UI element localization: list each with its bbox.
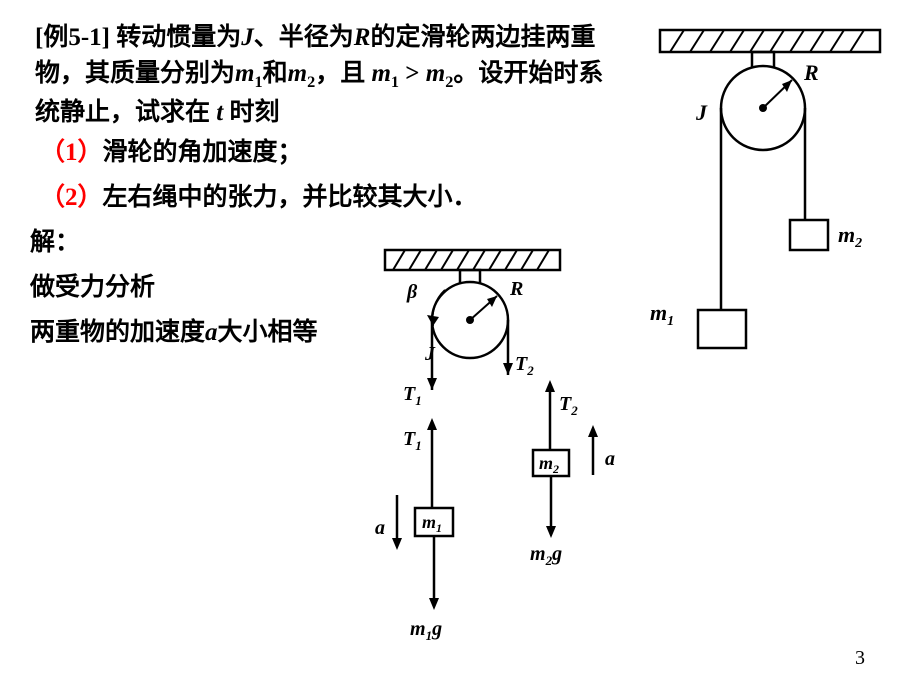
- q2-num: 2: [65, 184, 78, 211]
- var-m1b-sub: 1: [391, 73, 399, 91]
- svg-text:J: J: [695, 100, 708, 125]
- t-gt: >: [399, 60, 426, 87]
- page-number-text: 3: [855, 647, 865, 669]
- solution-line2: 两重物的加速度a大小相等: [30, 315, 340, 351]
- sol-a: a: [205, 319, 218, 346]
- question-1: （1）滑轮的角加速度；: [40, 135, 303, 171]
- svg-text:T1: T1: [403, 428, 422, 453]
- var-m2: m: [288, 60, 307, 87]
- svg-text:m2: m2: [838, 222, 862, 251]
- var-J: J: [241, 24, 254, 51]
- svg-text:T1: T1: [403, 383, 422, 408]
- svg-text:β: β: [406, 281, 418, 303]
- t-cond: ，且: [315, 60, 371, 87]
- q2-close: ）: [78, 184, 103, 211]
- svg-text:R: R: [803, 60, 819, 85]
- svg-text:a: a: [605, 448, 615, 470]
- q1-num: 1: [65, 139, 78, 166]
- q1-text: 滑轮的角加速度；: [103, 139, 303, 166]
- svg-text:T2: T2: [515, 353, 534, 378]
- svg-text:R: R: [509, 278, 523, 300]
- svg-text:J: J: [424, 343, 436, 365]
- sol-l1: 做受力分析: [30, 274, 155, 301]
- sol-label-text: 解：: [30, 229, 80, 256]
- question-2: （2）左右绳中的张力，并比较其大小．: [40, 180, 478, 216]
- page-number: 3: [855, 647, 865, 670]
- solution-line1: 做受力分析: [30, 270, 155, 306]
- var-R: R: [354, 24, 371, 51]
- svg-text:T2: T2: [559, 393, 578, 418]
- var-m2-sub: 2: [307, 73, 315, 91]
- svg-text:m1g: m1g: [410, 618, 442, 643]
- q1-open: （: [40, 139, 65, 166]
- var-m1b: m: [371, 60, 390, 87]
- t-end: 时刻: [223, 99, 279, 126]
- figure-center: m1 m2 β R J T1 T2 T1 T2 a a m1g m2g: [355, 240, 685, 680]
- t-and: 和: [263, 60, 288, 87]
- example-label: [例5-1]: [35, 24, 110, 51]
- sol-l2a: 两重物的加速度: [30, 319, 205, 346]
- t2: 、半径为: [254, 24, 354, 51]
- problem-statement: [例5-1] 转动惯量为J、半径为R的定滑轮两边挂两重物，其质量分别为m1和m2…: [35, 20, 625, 131]
- q2-text: 左右绳中的张力，并比较其大小．: [103, 184, 478, 211]
- q2-open: （: [40, 184, 65, 211]
- t1: 转动惯量为: [110, 24, 241, 51]
- var-m2b: m: [426, 60, 445, 87]
- svg-text:a: a: [375, 517, 385, 539]
- var-m1-sub: 1: [254, 73, 262, 91]
- svg-text:m2g: m2g: [530, 543, 562, 568]
- solution-label: 解：: [30, 225, 80, 261]
- sol-l2b: 大小相等: [218, 319, 318, 346]
- var-m1: m: [235, 60, 254, 87]
- q1-close: ）: [78, 139, 103, 166]
